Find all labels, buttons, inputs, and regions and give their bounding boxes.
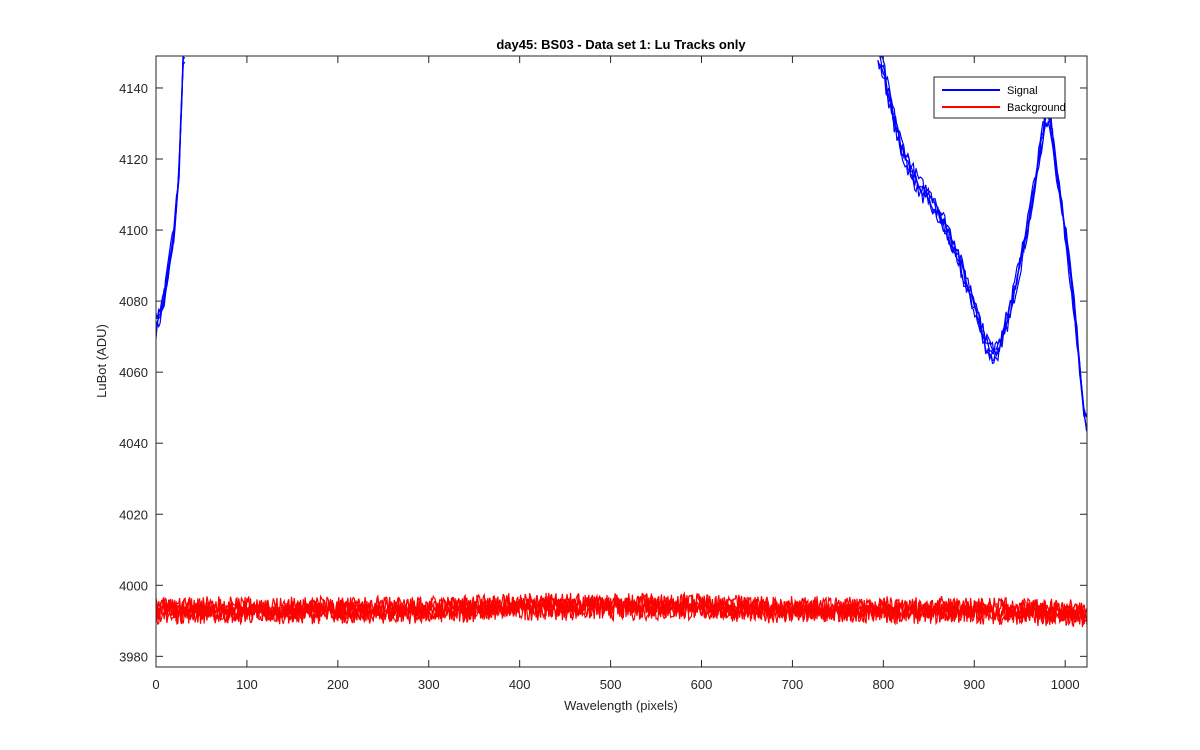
x-tick-label: 200 [327,677,349,692]
y-tick-label: 4080 [119,294,148,309]
x-tick-label: 400 [509,677,531,692]
y-tick-label: 4020 [119,507,148,522]
x-tick-label: 800 [872,677,894,692]
y-tick-label: 4140 [119,81,148,96]
y-tick-label: 4120 [119,152,148,167]
x-tick-label: 700 [782,677,804,692]
x-tick-label: 300 [418,677,440,692]
legend-box [933,76,1066,119]
x-tick-label: 100 [236,677,258,692]
x-axis-label: Wavelength (pixels) [564,698,678,713]
y-tick-label: 4000 [119,578,148,593]
x-tick-label: 900 [963,677,985,692]
y-axis-label: LuBot (ADU) [94,324,109,398]
legend: Signal Background [933,76,1066,119]
x-tick-label: 0 [152,677,159,692]
x-tick-label: 1000 [1051,677,1080,692]
legend-label-signal: Signal [1007,85,1038,97]
signal-trace-line [156,61,186,334]
axis-ticks: 0 100 200 300 400 500 600 700 800 900 1000 3980 4000… [119,56,1087,692]
axes-box [155,55,1088,668]
y-tick-label: 4100 [119,223,148,238]
signal-trace-line [156,56,184,319]
legend-label-background: Background [1007,102,1066,114]
y-tick-label: 3980 [119,649,148,664]
x-tick-label: 500 [600,677,622,692]
background-trace-line [156,590,1087,619]
signal-trace-line [156,56,185,319]
x-tick-label: 600 [691,677,713,692]
y-tick-label: 4060 [119,365,148,380]
signal-trace-line [156,56,186,339]
signal-trace-line [879,56,1087,417]
y-tick-label: 4040 [119,436,148,451]
signal-trace-line [156,56,186,326]
plot-area [156,56,1087,628]
chart-title: day45: BS03 - Data set 1: Lu Tracks only [496,37,746,52]
